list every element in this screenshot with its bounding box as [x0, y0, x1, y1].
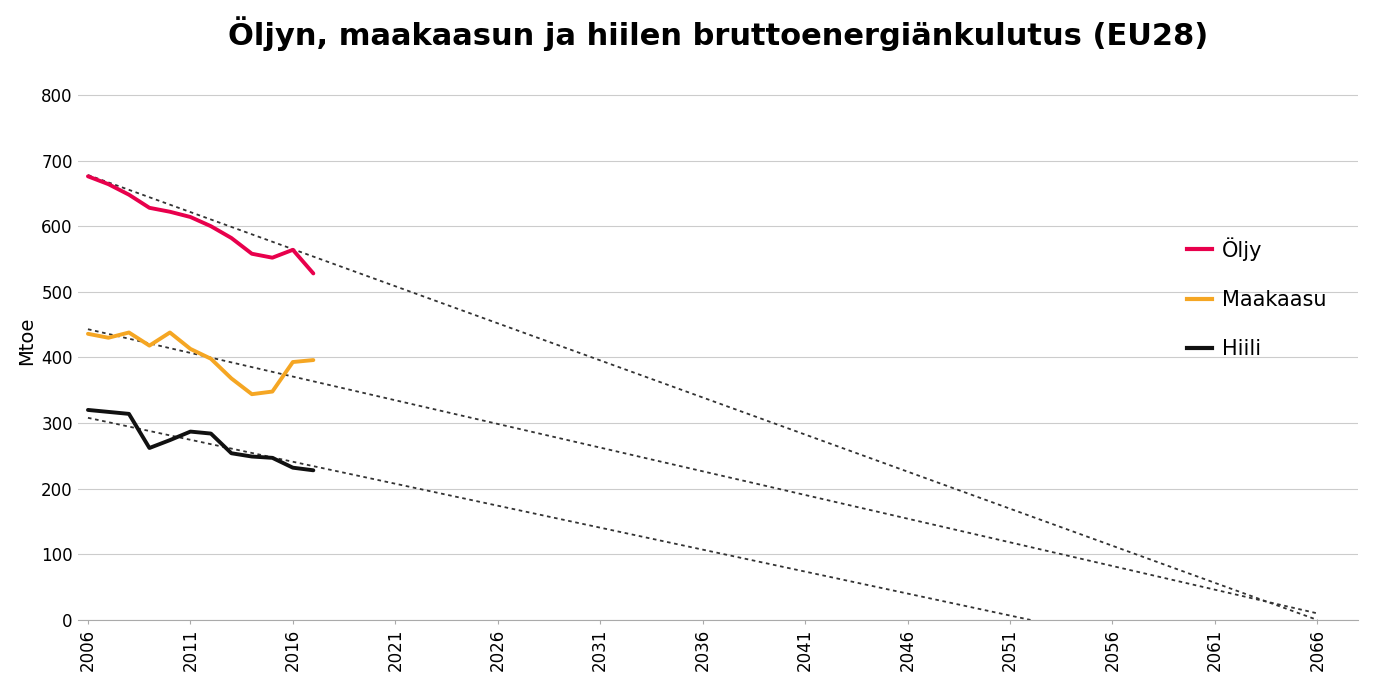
Title: Öljyn, maakaasun ja hiilen bruttoenergiänkulutus (EU28): Öljyn, maakaasun ja hiilen bruttoenergiä…: [228, 17, 1209, 52]
Legend: Öljy, Maakaasu, Hiili: Öljy, Maakaasu, Hiili: [1178, 228, 1335, 367]
Y-axis label: Mtoe: Mtoe: [16, 317, 36, 365]
